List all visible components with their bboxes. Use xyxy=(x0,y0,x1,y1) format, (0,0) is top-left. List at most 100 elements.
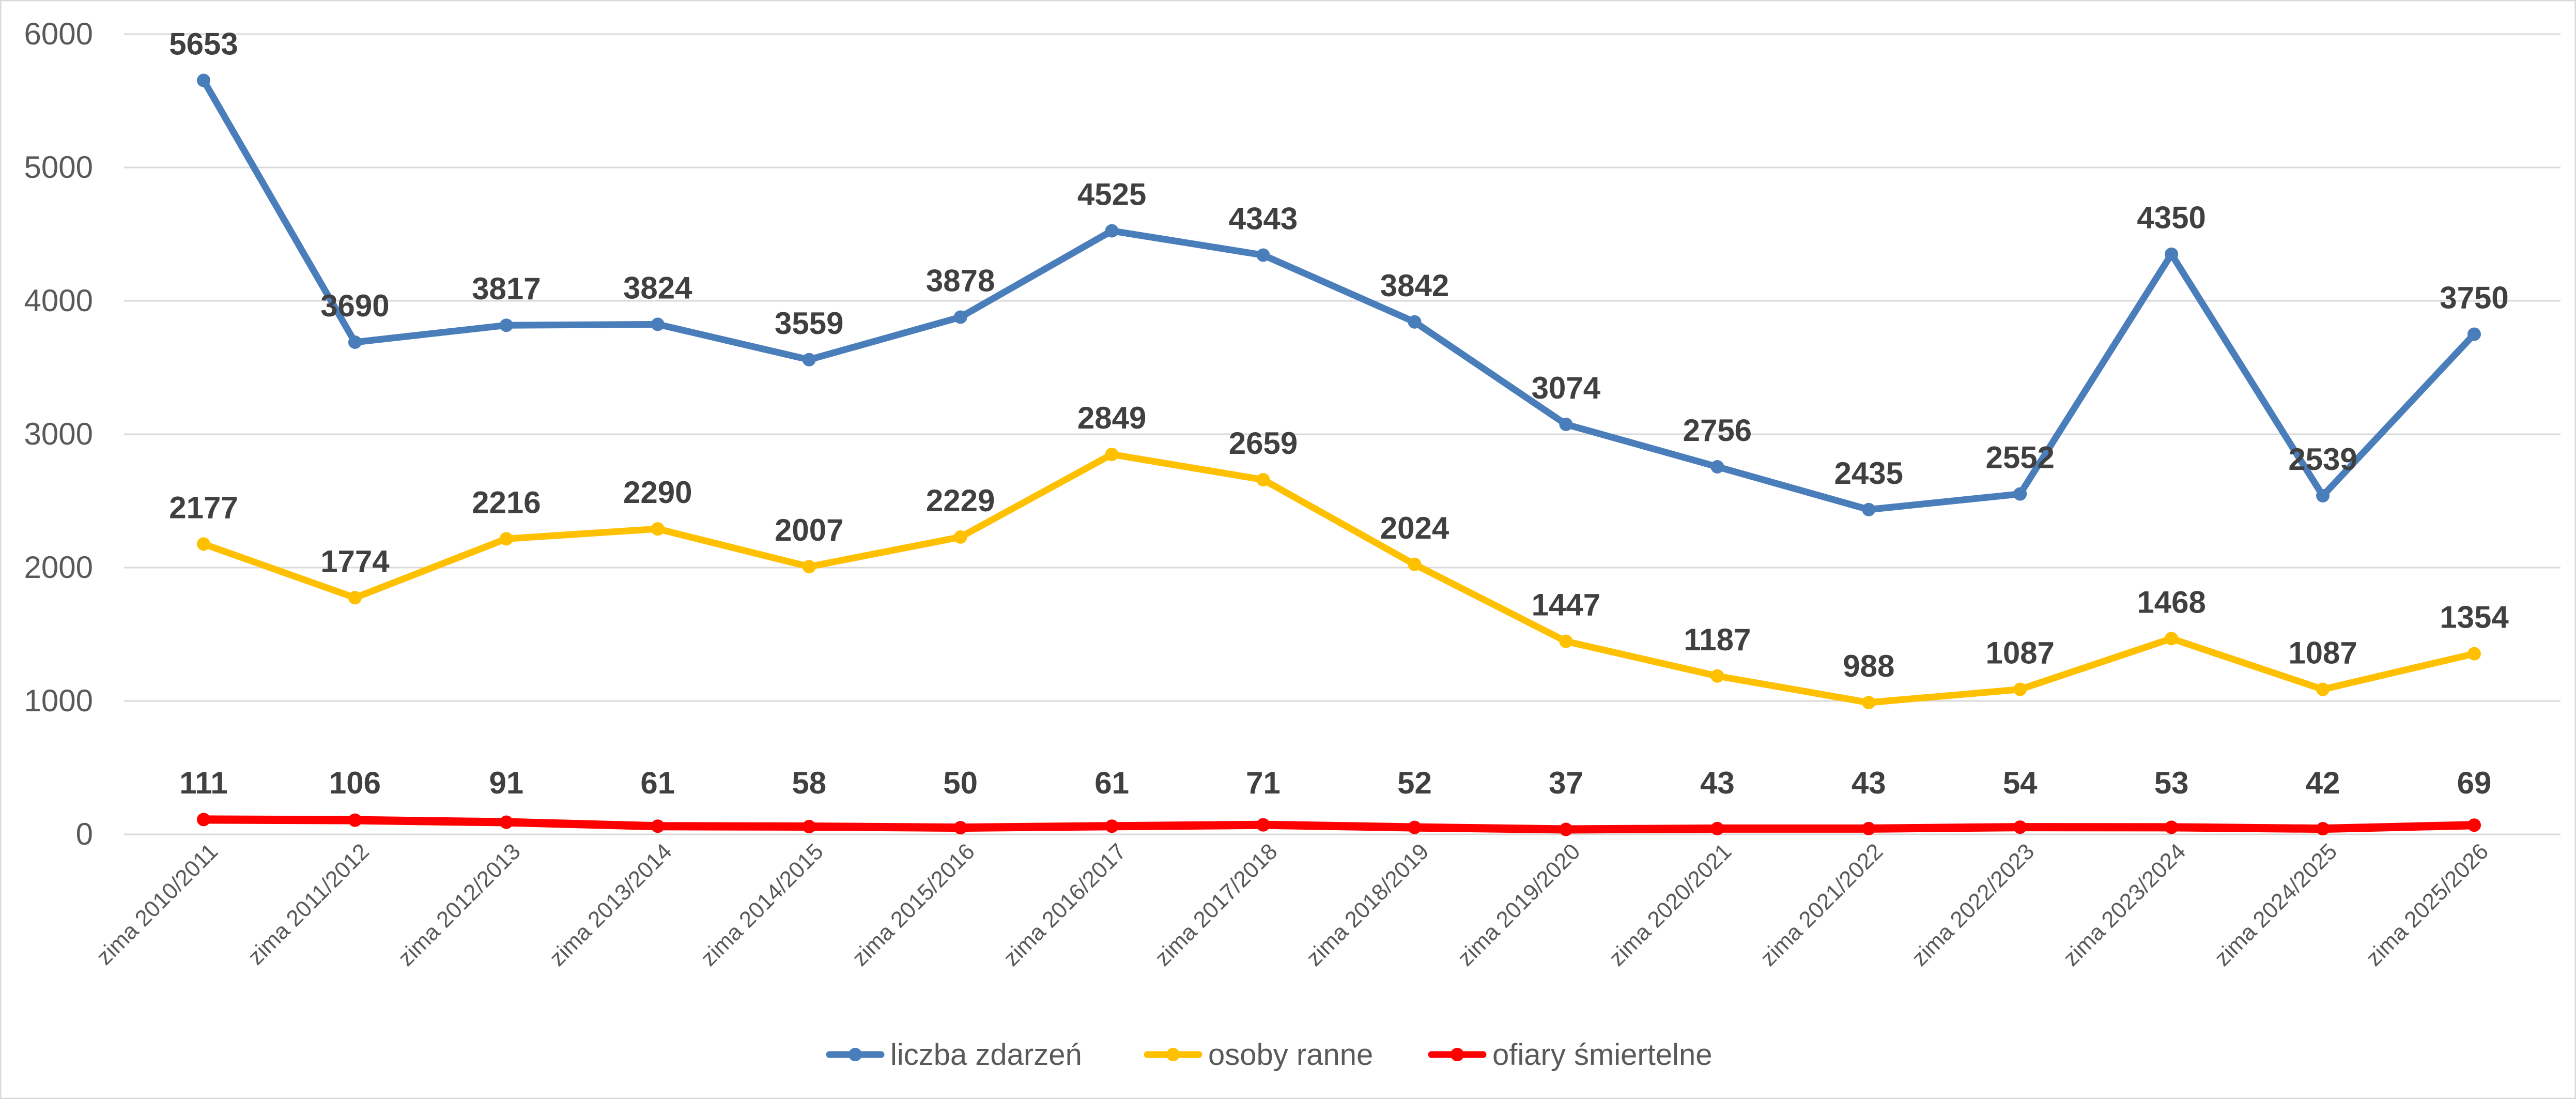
data-point xyxy=(2467,647,2481,661)
data-point xyxy=(1408,557,1422,571)
series-lines xyxy=(197,73,2481,836)
data-point xyxy=(1256,818,1270,832)
data-point xyxy=(1256,472,1270,486)
legend-label: ofiary śmiertelne xyxy=(1492,1038,1712,1072)
data-label: 2552 xyxy=(1985,440,2054,475)
data-label: 52 xyxy=(1397,766,1432,800)
data-point xyxy=(1105,819,1119,833)
data-label: 2177 xyxy=(169,490,238,525)
data-point xyxy=(2316,822,2330,836)
data-point xyxy=(802,820,816,834)
y-tick-label: 5000 xyxy=(24,150,93,185)
data-label: 1187 xyxy=(1684,622,1751,657)
data-point xyxy=(2165,820,2179,834)
data-point xyxy=(348,591,362,605)
data-label: 3842 xyxy=(1380,268,1449,303)
data-point xyxy=(1862,696,1876,710)
data-point xyxy=(197,537,210,551)
legend-marker xyxy=(1451,1048,1464,1061)
data-label: 4525 xyxy=(1077,177,1146,212)
y-tick-label: 6000 xyxy=(24,17,93,51)
data-point xyxy=(1559,634,1573,648)
data-point xyxy=(1710,821,1724,835)
y-tick-label: 4000 xyxy=(24,283,93,318)
data-point xyxy=(1408,820,1422,834)
data-point xyxy=(348,335,362,349)
data-label: 53 xyxy=(2154,766,2189,800)
data-point xyxy=(197,813,210,827)
data-label: 988 xyxy=(1843,649,1894,683)
data-label: 1774 xyxy=(320,544,390,578)
series-line-3 xyxy=(199,815,2478,834)
data-label: 111 xyxy=(179,766,228,800)
data-point xyxy=(651,317,665,331)
y-axis-ticks: 0 1000 2000 3000 4000 5000 6000 xyxy=(24,17,93,851)
data-point xyxy=(2013,820,2027,834)
y-tick-label: 2000 xyxy=(24,550,93,585)
data-point xyxy=(802,353,816,367)
data-point xyxy=(2165,632,2179,646)
data-label: 5653 xyxy=(169,27,238,62)
data-label: 2659 xyxy=(1229,426,1298,461)
data-label: 2007 xyxy=(775,513,843,547)
data-label: 2435 xyxy=(1834,456,1903,491)
data-point xyxy=(1559,822,1573,836)
y-tick-label: 0 xyxy=(76,817,93,851)
data-point xyxy=(1559,417,1573,431)
data-label: 3824 xyxy=(623,270,692,305)
legend-marker xyxy=(849,1048,862,1061)
data-label: 3750 xyxy=(2440,281,2508,315)
data-point xyxy=(499,532,513,546)
data-label: 3817 xyxy=(472,271,541,306)
data-point xyxy=(651,819,665,833)
gridlines xyxy=(124,33,2560,835)
legend: liczba zdarzeń osoby ranne ofiary śmiertel… xyxy=(826,1038,1712,1072)
data-point xyxy=(1862,821,1876,835)
data-label: 2216 xyxy=(472,485,541,520)
legend-marker xyxy=(1166,1048,1180,1061)
data-label: 3074 xyxy=(1532,371,1601,405)
data-label: 2024 xyxy=(1380,511,1449,545)
data-label: 61 xyxy=(1094,766,1129,800)
data-label: 43 xyxy=(1700,766,1735,800)
data-point xyxy=(2165,247,2179,261)
series-line-2 xyxy=(200,451,2478,706)
series-line-1 xyxy=(200,77,2478,513)
data-label: 1354 xyxy=(2440,600,2509,635)
data-point xyxy=(802,560,816,574)
data-label: 2849 xyxy=(1077,401,1146,435)
data-label: 4350 xyxy=(2137,201,2205,235)
data-point xyxy=(953,821,967,835)
data-label: 54 xyxy=(2003,766,2038,800)
data-point xyxy=(348,813,362,827)
data-label: 106 xyxy=(329,766,381,800)
data-label: 3878 xyxy=(926,263,995,298)
data-point xyxy=(2316,682,2330,696)
data-point xyxy=(197,73,210,87)
data-label: 1447 xyxy=(1532,588,1600,622)
data-point xyxy=(2013,487,2027,501)
data-point xyxy=(953,530,967,544)
data-label: 2539 xyxy=(2288,442,2357,477)
data-point xyxy=(499,815,513,829)
data-label: 91 xyxy=(489,766,523,800)
legend-label: liczba zdarzeń xyxy=(890,1038,1082,1072)
data-point xyxy=(1105,224,1119,238)
data-label: 58 xyxy=(792,766,826,800)
data-label: 1087 xyxy=(2288,636,2357,670)
data-label: 2290 xyxy=(623,475,692,510)
y-tick-label: 3000 xyxy=(24,417,93,451)
data-point xyxy=(1408,315,1422,329)
data-label: 2756 xyxy=(1683,413,1752,448)
data-label: 1468 xyxy=(2137,585,2205,619)
data-label: 61 xyxy=(640,766,675,800)
data-point xyxy=(2316,489,2330,502)
data-point xyxy=(651,522,665,536)
data-point xyxy=(1105,447,1119,461)
data-label: 3559 xyxy=(775,306,843,341)
data-point xyxy=(2467,818,2481,832)
data-point xyxy=(1710,460,1724,474)
legend-label: osoby ranne xyxy=(1208,1038,1373,1072)
